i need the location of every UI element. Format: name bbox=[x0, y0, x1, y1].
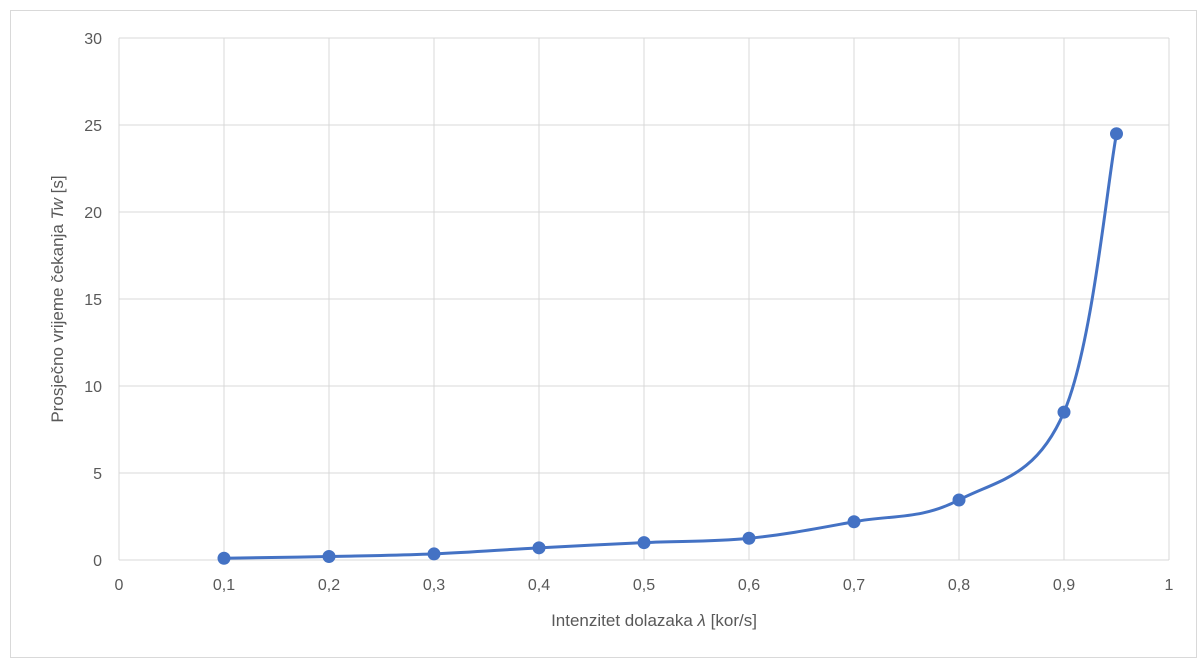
x-tick-label: 0,2 bbox=[318, 577, 340, 594]
series-layer bbox=[217, 127, 1123, 565]
x-axis-title: Intenzitet dolazaka λ [kor/s] bbox=[551, 611, 757, 630]
data-point bbox=[742, 531, 756, 545]
x-tick-label: 0,6 bbox=[738, 577, 760, 594]
y-tick-label: 5 bbox=[93, 466, 102, 483]
x-tick-label: 0 bbox=[115, 577, 124, 594]
x-tick-label: 0,4 bbox=[528, 577, 550, 594]
x-tick-label: 1 bbox=[1165, 577, 1174, 594]
data-point bbox=[532, 541, 546, 555]
data-point bbox=[637, 536, 651, 550]
x-tick-label: 0,3 bbox=[423, 577, 445, 594]
data-point bbox=[322, 550, 336, 564]
y-tick-label: 10 bbox=[84, 379, 102, 396]
data-point bbox=[847, 515, 861, 529]
tick-labels: 0 0,1 0,2 0,3 0,4 0,5 0,6 0,7 0,8 0,9 105101520253… bbox=[84, 31, 1173, 594]
y-tick-label: 20 bbox=[84, 205, 102, 222]
y-tick-label: 25 bbox=[84, 118, 102, 135]
y-tick-label: 30 bbox=[84, 31, 102, 48]
chart-svg: 0 0,1 0,2 0,3 0,4 0,5 0,6 0,7 0,8 0,9 105101520253… bbox=[48, 31, 1174, 630]
data-point bbox=[1057, 405, 1071, 419]
data-point bbox=[1110, 127, 1123, 141]
x-tick-label: 0,5 bbox=[633, 577, 655, 594]
x-tick-label: 0,1 bbox=[213, 577, 235, 594]
x-tick-label: 0,8 bbox=[948, 577, 970, 594]
y-tick-label: 0 bbox=[93, 553, 102, 570]
data-point bbox=[217, 551, 231, 565]
x-tick-label: 0,9 bbox=[1053, 577, 1075, 594]
data-point bbox=[427, 547, 441, 561]
x-tick-label: 0,7 bbox=[843, 577, 865, 594]
grid-layer bbox=[118, 37, 1170, 561]
chart-frame: 0 0,1 0,2 0,3 0,4 0,5 0,6 0,7 0,8 0,9 1 0 5 10 15 20 25 3… bbox=[10, 10, 1197, 658]
data-point bbox=[952, 493, 966, 507]
series-line bbox=[223, 133, 1118, 560]
y-tick-label: 15 bbox=[84, 292, 102, 309]
y-axis-title: Prosječno vrijeme čekanja Tw [s] bbox=[48, 175, 67, 422]
